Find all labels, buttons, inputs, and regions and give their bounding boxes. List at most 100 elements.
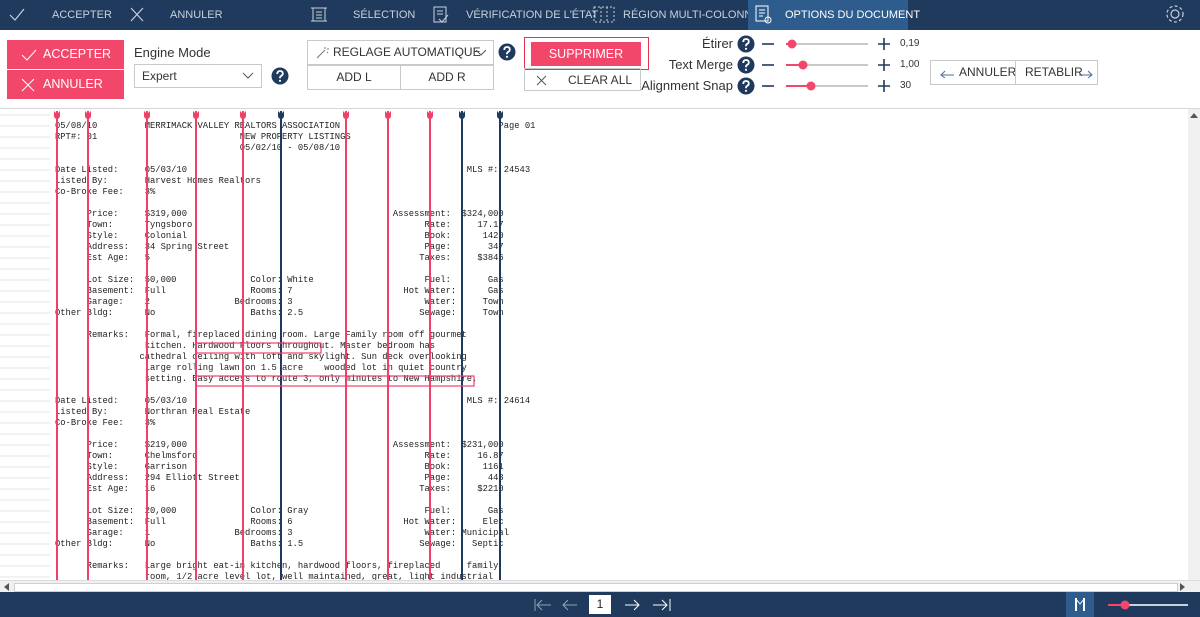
horizontal-scrollbar[interactable]	[0, 580, 1200, 592]
engine-mode-label: Engine Mode	[134, 45, 211, 60]
column-handle[interactable]	[343, 110, 349, 119]
column-handle[interactable]	[459, 110, 465, 119]
tab-accept[interactable]: ACCEPTER	[52, 9, 112, 21]
document-line: Co-Broke Fee: 3%	[55, 187, 156, 197]
column-handle[interactable]	[193, 110, 199, 119]
tab-selection[interactable]: SÉLECTION	[353, 9, 416, 21]
accept-button[interactable]: ACCEPTER	[7, 40, 124, 69]
add-left-label: ADD L	[336, 70, 372, 84]
tab-multicolumn[interactable]: RÉGION MULTI-COLONNES	[623, 9, 768, 21]
help-dot	[744, 68, 748, 71]
column-handle[interactable]	[278, 110, 284, 119]
help-icon[interactable]	[498, 43, 516, 61]
document-line: Co-Broke Fee: 3%	[55, 418, 156, 428]
document-line: Date Listed: 05/03/10 MLS #: 24543	[55, 165, 531, 175]
page-number: 1	[596, 597, 604, 611]
accept-label: ACCEPTER	[43, 47, 112, 61]
document-line: Lot Size: 50,000 Color: White Fuel: Gas	[55, 275, 504, 285]
document-line: Style: Garrison Book: 1161	[55, 462, 504, 472]
delete-outline	[524, 37, 649, 70]
help-icon[interactable]	[271, 67, 289, 85]
column-handle[interactable]	[497, 110, 503, 119]
engine-mode-value: Expert	[142, 69, 177, 83]
plus	[878, 59, 890, 71]
vertical-scrollbar[interactable]	[1188, 109, 1200, 580]
column-handle[interactable]	[385, 110, 391, 119]
region-box	[195, 342, 322, 354]
scroll-up[interactable]	[1190, 112, 1198, 118]
delete-label: SUPPRIMER	[548, 47, 624, 61]
document-view: 05/08/10 MERRIMACK VALLEY REALTORS ASSOC…	[0, 109, 1188, 580]
active-tab-bg	[748, 0, 908, 30]
document-line: room, 1/2 acre level lot, well maintaine…	[55, 572, 494, 580]
select-icon	[311, 7, 327, 22]
undo-redo-group: ANNULER RETABLIR	[930, 60, 1098, 85]
document-line: Listed By: Harvest Homes Realtors	[55, 176, 261, 186]
toolbar: ACCEPTER ANNULER Engine Mode Expert REGL…	[0, 30, 1200, 109]
column-handle[interactable]	[54, 110, 60, 119]
undo-label: ANNULER	[959, 65, 1017, 79]
doc-options-icon	[755, 5, 772, 24]
auto-adjust-dropdown[interactable]: REGLAGE AUTOMATIQUE	[307, 40, 494, 65]
scroll-right[interactable]	[1180, 583, 1186, 591]
engine-mode-select[interactable]: Expert	[134, 64, 262, 88]
tab-status[interactable]: VÉRIFICATION DE L'ÉTAT	[466, 9, 599, 21]
document-line: Est Age: 16 Taxes: $2210	[55, 484, 504, 494]
undo-button[interactable]: ANNULER	[931, 61, 1017, 84]
redo-button[interactable]: RETABLIR	[1016, 61, 1098, 84]
view-toggle[interactable]	[1066, 592, 1094, 617]
cross-icon	[130, 7, 144, 22]
bottom-bar: 1	[0, 592, 1200, 617]
document-line: 05/02/10 - 05/08/10	[55, 143, 341, 153]
add-left-button[interactable]: ADD L	[307, 65, 401, 90]
scroll-thumb[interactable]	[14, 583, 1178, 592]
gutter	[0, 114, 50, 578]
document-line: Address: 294 Elliott Street Page: 443	[55, 473, 504, 483]
pager-arrows[interactable]	[533, 597, 673, 613]
tab-cancel[interactable]: ANNULER	[170, 9, 223, 21]
document-line: 05/08/10 MERRIMACK VALLEY REALTORS ASSOC…	[55, 121, 536, 131]
slider-label: Text Merge	[668, 57, 733, 72]
delete-button[interactable]: SUPPRIMER	[531, 42, 641, 66]
add-right-label: ADD R	[428, 70, 466, 84]
tab-doc-options[interactable]: OPTIONS DU DOCUMENT	[785, 9, 921, 21]
add-right-button[interactable]: ADD R	[400, 65, 494, 90]
scroll-left[interactable]	[3, 583, 9, 591]
column-handle[interactable]	[144, 110, 150, 119]
clear-all-label: CLEAR ALL	[568, 73, 633, 87]
auto-adjust-label: REGLAGE AUTOMATIQUE	[333, 45, 481, 59]
redo-icon	[1079, 70, 1093, 78]
column-handle[interactable]	[240, 110, 246, 119]
help-dot	[744, 47, 748, 50]
page-input[interactable]: 1	[589, 595, 611, 614]
slider-controls[interactable]	[737, 77, 897, 95]
columns-icon	[593, 6, 615, 23]
document-line: Style: Colonial Book: 1420	[55, 231, 504, 241]
check-doc-icon	[433, 6, 449, 23]
help-glyph	[742, 80, 750, 89]
document-line: setting. Easy access to route 3, only mi…	[55, 374, 478, 384]
column-handle[interactable]	[85, 110, 91, 119]
document-line: Lot Size: 20,000 Color: Gray Fuel: Gas	[55, 506, 504, 516]
cancel-label: ANNULER	[43, 77, 103, 91]
chevron	[475, 49, 487, 56]
help-glyph	[742, 38, 750, 47]
chevron	[242, 72, 254, 79]
settings-icon[interactable]	[1163, 0, 1187, 30]
column-handle[interactable]	[427, 110, 433, 119]
zoom-slider[interactable]	[1106, 598, 1190, 612]
slider-value: 30	[900, 80, 912, 91]
cross-icon	[536, 75, 547, 86]
document-line: Basement: Full Rooms: 7 Hot Water: Gas	[55, 286, 504, 296]
slider-controls[interactable]	[737, 35, 897, 53]
slider-controls[interactable]	[737, 56, 897, 74]
clear-all-button[interactable]: CLEAR ALL	[524, 68, 641, 91]
help-dot	[744, 89, 748, 92]
document-line: Date Listed: 05/03/10 MLS #: 24614	[55, 396, 531, 406]
cancel-button[interactable]: ANNULER	[7, 70, 124, 99]
cross-icon	[21, 78, 35, 92]
check-icon	[9, 8, 25, 21]
slider-label: Alignment Snap	[641, 78, 733, 93]
